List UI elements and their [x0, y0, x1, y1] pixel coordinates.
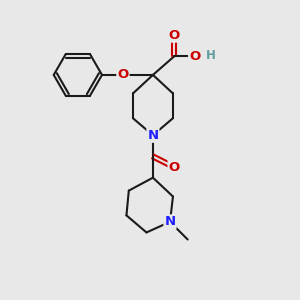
Text: O: O [189, 50, 200, 63]
Text: O: O [169, 29, 180, 42]
Text: O: O [169, 160, 180, 174]
Text: O: O [117, 68, 128, 81]
Text: H: H [206, 49, 216, 62]
Text: N: N [164, 215, 175, 228]
Text: N: N [147, 129, 158, 142]
